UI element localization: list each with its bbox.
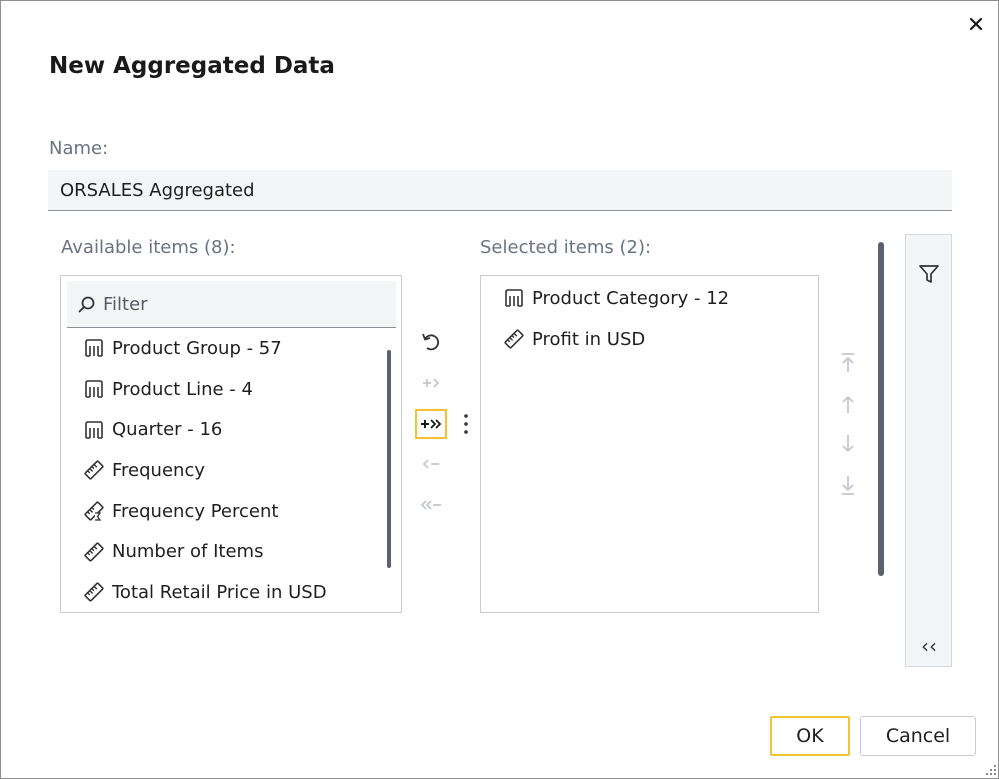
move-up-button[interactable] [832,389,864,419]
available-item[interactable]: Frequency Percent [61,491,391,532]
ok-button[interactable]: OK [770,716,850,756]
available-items: Product Group - 57 Product Line - 4 Quarte… [61,328,391,612]
category-icon [83,337,105,359]
search-icon [78,296,95,313]
available-item-label: Quarter - 16 [112,419,223,441]
calculated-measure-icon [83,500,105,522]
reset-button[interactable] [415,327,447,357]
available-item[interactable]: Product Line - 4 [61,369,391,410]
available-item-label: Product Group - 57 [112,337,282,359]
category-icon [83,378,105,400]
more-options-icon [464,414,468,434]
available-item-label: Frequency [112,459,205,481]
available-item-label: Product Line - 4 [112,378,253,400]
available-item[interactable]: Quarter - 16 [61,409,391,450]
selected-item-label: Profit in USD [532,328,646,350]
dialog-title: New Aggregated Data [49,53,335,79]
resize-grip-icon[interactable] [985,764,997,776]
selected-item-label: Product Category - 12 [532,287,730,309]
selected-items-label: Selected items (2): [480,237,652,258]
add-button[interactable] [415,368,447,398]
available-list-scrollbar[interactable] [387,350,391,568]
measure-icon [83,581,105,603]
available-item[interactable]: Product Group - 57 [61,328,391,369]
selected-items-list: Product Category - 12 Profit in USD [480,275,819,613]
selected-item[interactable]: Product Category - 12 [481,278,818,319]
collapse-panel-button[interactable]: ‹‹ [921,634,937,658]
move-up-icon [842,395,854,413]
move-top-icon [842,353,854,372]
move-top-button[interactable] [832,348,864,378]
selected-items: Product Category - 12 Profit in USD [481,278,818,359]
available-item[interactable]: Frequency [61,450,391,491]
move-down-button[interactable] [832,429,864,459]
name-label: Name: [49,138,109,159]
filter-icon [919,265,939,283]
add-all-icon [421,419,442,429]
add-all-button[interactable] [415,409,447,439]
remove-icon [422,459,439,469]
available-items-list: Product Group - 57 Product Line - 4 Quarte… [60,275,402,613]
available-item-label: Frequency Percent [112,500,279,522]
available-item[interactable]: Total Retail Price in USD [61,572,391,612]
name-input[interactable] [48,170,952,211]
close-icon [969,17,983,31]
remove-all-icon [420,500,441,510]
filter-input[interactable] [103,281,393,327]
add-icon [423,378,440,388]
move-bottom-button[interactable] [832,470,864,500]
filter-button[interactable] [916,261,942,287]
cancel-button[interactable]: Cancel [860,716,976,756]
remove-all-button[interactable] [415,490,447,520]
move-down-icon [842,435,854,453]
measure-icon [503,328,525,350]
move-bottom-icon [842,476,854,495]
available-item-label: Number of Items [112,541,264,563]
selected-list-scrollbar[interactable] [878,242,884,576]
measure-icon [83,459,105,481]
reset-icon [422,333,440,351]
more-options-button[interactable] [451,409,481,439]
category-icon [503,287,525,309]
filter-field[interactable] [67,281,396,328]
category-icon [83,419,105,441]
remove-button[interactable] [415,449,447,479]
available-item-label: Total Retail Price in USD [112,581,327,603]
available-items-label: Available items (8): [61,237,236,258]
selected-item[interactable]: Profit in USD [481,319,818,360]
side-panel: ‹‹ [905,234,952,667]
measure-icon [83,541,105,563]
close-button[interactable] [965,13,987,35]
available-item[interactable]: Number of Items [61,531,391,572]
